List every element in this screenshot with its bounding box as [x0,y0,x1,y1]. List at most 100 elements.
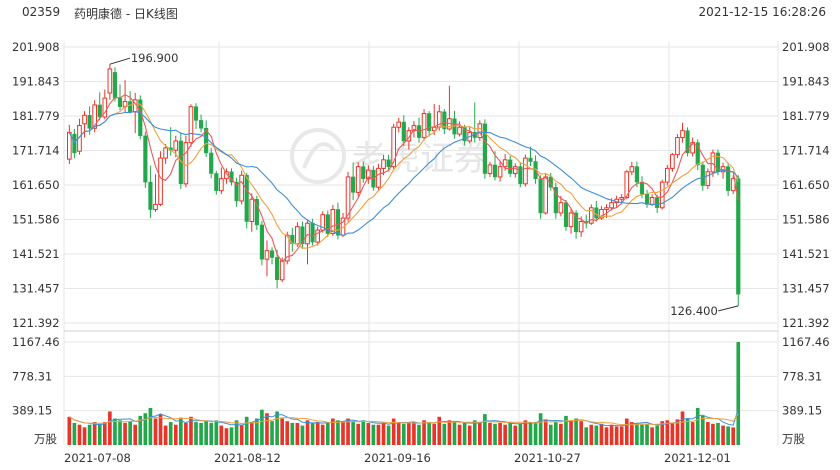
candle-121 [680,122,685,143]
candle-body [259,224,264,260]
volume-bar-37 [255,418,259,445]
volume-bar-50 [320,424,325,445]
volume-bar-11 [123,422,127,445]
candle-body [188,106,194,144]
candle-99 [568,207,574,234]
annotation-label: 196.900 [131,51,179,65]
price-tick-left-0: 201.908 [12,40,60,54]
volume-bar-103 [589,424,594,445]
volume-axis-left: 1167.46 778.31 389.15 万股 [12,335,60,446]
candle-104 [594,200,599,222]
candle-85 [497,160,503,182]
volume-bar-8 [108,411,112,445]
volume-bar-62 [381,422,386,445]
candle-body [173,140,179,151]
volume-bar-101 [579,421,583,445]
candle-6 [97,92,102,121]
volume-bar-131 [731,427,736,445]
candle-body [680,130,685,139]
volume-bar-122 [685,418,690,445]
candle-9 [112,67,118,102]
volume-bar-72 [432,423,437,445]
candle-body [599,209,604,219]
volume-bar-27 [204,420,208,445]
volume-bar-55 [346,418,350,445]
volume-bar-21 [173,424,178,445]
volume-bar-82 [483,414,487,445]
volume-moving-averages [69,408,739,427]
volume-bar-105 [599,423,604,445]
candle-132 [736,175,741,306]
candle-body [214,173,219,191]
x-label-0: 2021-07-08 [64,451,131,465]
candle-body [644,193,650,205]
volume-bar-93 [538,413,543,445]
volume-bar-9 [113,418,117,445]
volume-bar-74 [442,423,447,445]
candle-93 [538,175,543,219]
volume-bar-38 [260,409,264,445]
candle-90 [523,154,528,187]
candle-body [295,226,300,245]
volume-bar-47 [305,420,310,445]
price-tick-left-1: 191.843 [12,75,60,89]
candle-44 [290,227,295,252]
ma20-line [68,110,739,237]
candle-82 [482,119,487,179]
volume-bar-17 [153,418,158,445]
volume-bar-117 [660,421,665,445]
candle-51 [325,210,330,237]
volume-bar-22 [178,417,183,445]
candle-body [512,166,518,175]
volume-bar-33 [234,420,239,445]
volume-tick-left-2: 389.15 [12,404,52,418]
x-label-1: 2021-08-12 [214,451,281,465]
candle-15 [143,131,148,188]
candle-97 [558,195,564,217]
volume-bar-68 [412,422,416,445]
candle-30 [219,167,224,195]
volume-bar-118 [665,420,670,445]
volume-bar-129 [721,425,725,445]
candle-body [649,197,655,205]
candle-62 [381,155,386,176]
candle-body [239,174,244,202]
candle-23 [183,135,189,188]
price-tick-left-7: 131.457 [12,281,60,295]
candle-111 [629,161,635,176]
candle-94 [543,172,549,215]
volume-bar-69 [417,424,421,445]
candle-body [690,142,695,154]
volume-bar-106 [604,427,609,445]
ma10-line [68,102,739,249]
volume-bar-18 [158,414,163,445]
candle-103 [588,204,594,225]
candle-body [234,181,239,202]
volume-bar-132 [736,342,741,445]
candle-body [128,101,133,113]
candle-117 [659,179,665,210]
candle-80 [472,102,477,143]
candle-body [82,114,87,125]
candle-body [487,164,493,175]
x-label-3: 2021-10-27 [514,451,581,465]
annotation-label: 126.400 [670,304,718,318]
candle-89 [518,163,523,188]
volume-bar-36 [249,422,254,445]
candle-body [320,214,326,231]
volume-bar-46 [300,425,305,445]
volume-bar-31 [224,428,229,445]
volume-unit-right: 万股 [782,432,805,446]
candle-body [604,207,609,211]
candle-101 [578,216,584,237]
grid-lines [63,41,779,445]
candle-body [325,214,330,234]
candle-body [102,97,108,118]
candle-body [457,126,462,135]
volume-bar-108 [614,426,619,445]
candle-body [406,130,412,142]
volume-axis-right: 1167.46 778.31 389.15 万股 [782,335,830,446]
candle-body [67,131,72,160]
watermark-logo [290,128,346,184]
candle-body [365,169,371,180]
